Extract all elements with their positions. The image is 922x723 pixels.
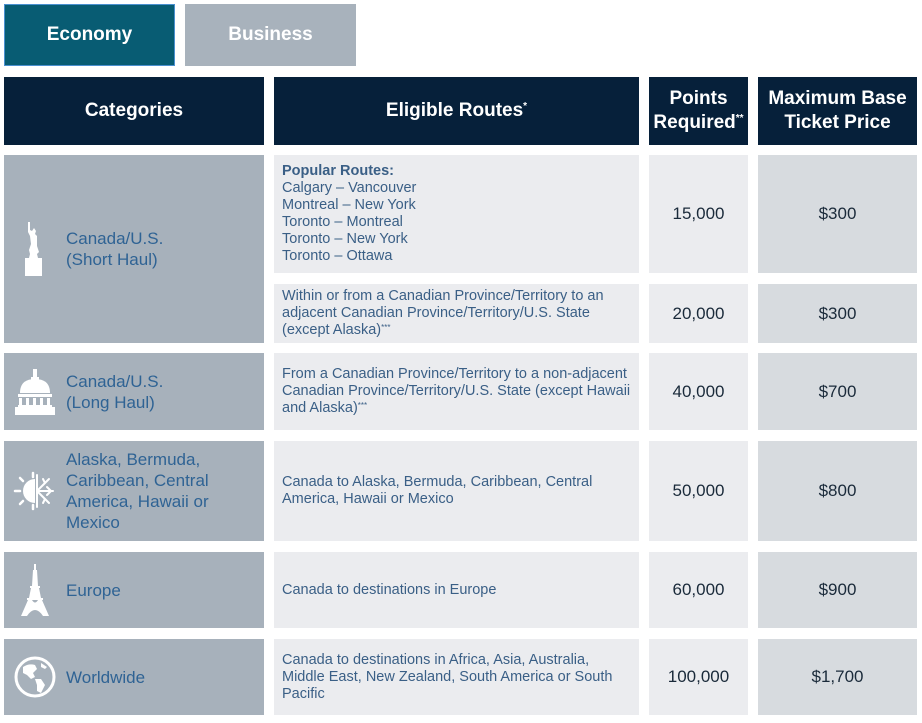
header-price-line2: Ticket Price: [784, 112, 891, 133]
points-value: 100,000: [649, 639, 748, 715]
route-non-adjacent: From a Canadian Province/Territory to a …: [274, 353, 639, 430]
price-value: $700: [758, 353, 917, 430]
route-worldwide: Canada to destinations in Africa, Asia, …: [274, 639, 639, 715]
route-line: Montreal – New York: [282, 197, 416, 213]
price-text: $1,700: [811, 667, 864, 686]
footnote-marker: *: [523, 101, 528, 112]
category-sun-destinations: Alaska, Bermuda, Caribbean, Central Amer…: [4, 441, 264, 541]
header-points-required: Points Required**: [649, 77, 748, 145]
points-text: 50,000: [672, 481, 725, 500]
header-points-line1: Points: [669, 88, 728, 109]
price-text: $300: [818, 204, 857, 223]
points-text: 40,000: [672, 381, 725, 401]
category-worldwide: Worldwide: [4, 639, 264, 715]
route-line: Toronto – Montreal: [282, 214, 403, 230]
points-value: 50,000: [649, 441, 748, 541]
category-long-haul: Canada/U.S. (Long Haul): [4, 353, 264, 430]
tab-economy[interactable]: Economy: [4, 4, 175, 66]
points-value: 20,000: [649, 284, 748, 343]
header-max-ticket-price: Maximum Base Ticket Price: [758, 77, 917, 145]
header-price-line1: Maximum Base: [768, 88, 907, 109]
route-popular: Popular Routes: Calgary – Vancouver Mont…: [274, 155, 639, 273]
eiffel-tower-icon: [4, 564, 66, 616]
footnote-marker: ***: [357, 401, 368, 410]
price-value: $900: [758, 552, 917, 628]
capitol-dome-icon: [4, 368, 66, 415]
points-value: 15,000: [649, 155, 748, 273]
price-value: $800: [758, 441, 917, 541]
price-value: $300: [758, 284, 917, 343]
price-value: $1,700: [758, 639, 917, 715]
category-label: Canada/U.S.: [66, 371, 164, 391]
route-text: Canada to Alaska, Bermuda, Caribbean, Ce…: [282, 474, 593, 507]
route-text: Canada to destinations in Africa, Asia, …: [282, 651, 613, 702]
category-label: Europe: [66, 580, 121, 600]
category-label: Alaska, Bermuda, Caribbean, Central Amer…: [66, 450, 209, 532]
price-text: $800: [818, 481, 857, 500]
footnote-marker: ***: [381, 323, 391, 332]
points-text: 60,000: [672, 580, 725, 599]
footnote-marker: **: [735, 113, 744, 124]
route-line: Calgary – Vancouver: [282, 180, 417, 196]
points-text: 15,000: [672, 204, 725, 223]
route-sun: Canada to Alaska, Bermuda, Caribbean, Ce…: [274, 441, 639, 541]
header-categories-label: Categories: [84, 100, 184, 121]
price-text: $300: [818, 303, 857, 323]
route-europe: Canada to destinations in Europe: [274, 552, 639, 628]
points-value: 60,000: [649, 552, 748, 628]
header-points-line2: Required: [653, 112, 736, 133]
header-eligible-routes: Eligible Routes *: [274, 77, 639, 145]
points-value: 40,000: [649, 353, 748, 430]
header-categories: Categories: [4, 77, 264, 145]
route-text: From a Canadian Province/Territory to a …: [282, 366, 631, 416]
category-short-haul: Canada/U.S. (Short Haul): [4, 155, 264, 343]
route-line: Toronto – New York: [282, 231, 408, 247]
globe-icon: [4, 655, 66, 699]
category-label: (Long Haul): [66, 392, 155, 412]
popular-routes-title: Popular Routes:: [282, 163, 394, 179]
header-routes-label: Eligible Routes: [385, 100, 524, 121]
points-text: 20,000: [672, 303, 725, 323]
price-text: $900: [818, 580, 857, 599]
route-text: Canada to destinations in Europe: [282, 581, 497, 598]
price-text: $700: [818, 381, 857, 401]
category-label: Worldwide: [66, 667, 146, 687]
price-value: $300: [758, 155, 917, 273]
tab-business[interactable]: Business: [185, 4, 356, 66]
route-adjacent: Within or from a Canadian Province/Terri…: [274, 284, 639, 343]
points-text: 100,000: [667, 667, 730, 686]
route-line: Toronto – Ottawa: [282, 248, 393, 264]
sun-snowflake-icon: [4, 469, 66, 513]
category-label: (Short Haul): [66, 250, 158, 269]
category-label: Canada/U.S.: [66, 229, 164, 248]
route-text: Within or from a Canadian Province/Terri…: [282, 288, 604, 338]
category-europe: Europe: [4, 552, 264, 628]
statue-of-liberty-icon: [4, 222, 66, 276]
